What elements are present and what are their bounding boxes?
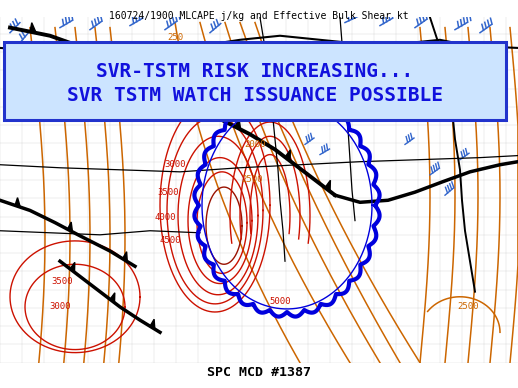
Text: 3500: 3500: [157, 188, 179, 197]
Polygon shape: [67, 222, 73, 232]
Polygon shape: [70, 262, 75, 272]
Text: 5000: 5000: [269, 297, 291, 307]
Text: 2500: 2500: [241, 175, 263, 184]
Text: 4500: 4500: [159, 236, 181, 245]
Text: SVR-TSTM RISK INCREASING...: SVR-TSTM RISK INCREASING...: [96, 62, 414, 81]
Polygon shape: [292, 50, 330, 76]
Polygon shape: [337, 62, 360, 80]
Text: 250: 250: [422, 106, 438, 115]
Text: 160724/1900 MLCAPE j/kg and Effective Bulk Shear kt: 160724/1900 MLCAPE j/kg and Effective Bu…: [109, 11, 409, 21]
Text: 250: 250: [24, 55, 40, 65]
Text: 250: 250: [167, 33, 183, 42]
Polygon shape: [108, 50, 113, 61]
Text: SVR TSTM WATCH ISSUANCE POSSIBLE: SVR TSTM WATCH ISSUANCE POSSIBLE: [67, 86, 443, 105]
Text: 1000: 1000: [339, 89, 361, 98]
Polygon shape: [325, 180, 330, 191]
Polygon shape: [110, 293, 115, 303]
Polygon shape: [122, 252, 127, 262]
FancyBboxPatch shape: [4, 42, 506, 120]
Text: 500: 500: [304, 48, 320, 57]
Text: 3000: 3000: [49, 302, 71, 312]
Polygon shape: [285, 150, 291, 161]
Text: 2500: 2500: [457, 302, 479, 312]
Polygon shape: [15, 197, 20, 207]
Text: 2000: 2000: [244, 140, 266, 149]
Text: SPC MCD #1387: SPC MCD #1387: [207, 366, 311, 379]
Polygon shape: [235, 118, 241, 130]
Text: 3500: 3500: [51, 277, 73, 286]
Text: 4000: 4000: [154, 213, 176, 222]
Text: 1500: 1500: [257, 109, 279, 118]
Polygon shape: [150, 319, 155, 329]
Polygon shape: [170, 84, 176, 95]
Polygon shape: [30, 23, 36, 33]
Text: 3000: 3000: [164, 160, 186, 169]
